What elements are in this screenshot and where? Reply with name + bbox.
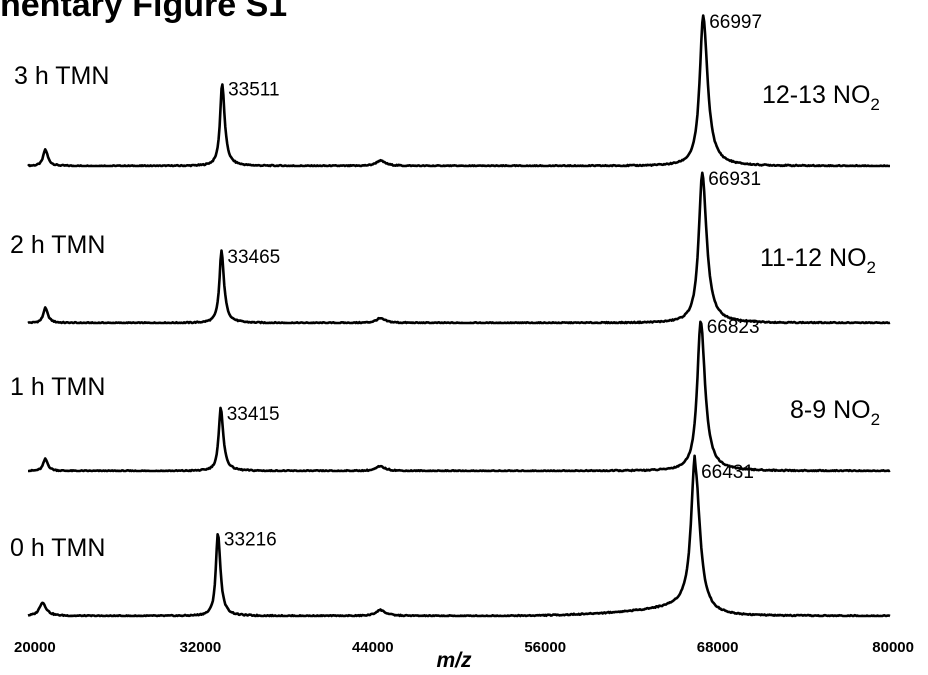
- spectrum-trace: [27, 320, 891, 473]
- peak-label: 33415: [227, 404, 280, 425]
- peak-label: 66431: [701, 462, 754, 483]
- nitration-subscript: 2: [867, 258, 876, 277]
- x-tick-label: 32000: [180, 639, 222, 656]
- spectrum-panel: 3 h TMN 12-13 NO2 33511 66997: [14, 12, 891, 168]
- nitration-text: 12-13 NO: [762, 81, 870, 109]
- panel-label: 2 h TMN: [10, 231, 105, 259]
- peak-label: 33216: [224, 530, 277, 551]
- x-axis-title: m/z: [436, 649, 472, 672]
- figure-title: nentary Figure S1: [0, 0, 288, 24]
- nitration-subscript: 2: [871, 410, 880, 429]
- x-tick-label: 56000: [524, 639, 566, 656]
- spectrum-panel: 2 h TMN 11-12 NO2 33465 66931: [10, 169, 891, 325]
- nitration-subscript: 2: [870, 95, 879, 114]
- spectrum-panel: 0 h TMN 33216 66431: [10, 454, 891, 618]
- x-tick-label: 68000: [697, 639, 739, 656]
- nitration-label: 11-12 NO2: [760, 244, 876, 277]
- spectrum-trace: [27, 454, 891, 618]
- panel-label: 0 h TMN: [10, 534, 105, 562]
- spectrum-trace: [27, 14, 891, 168]
- spectrum-panel: 1 h TMN 8-9 NO2 33415 66823: [10, 317, 891, 473]
- x-tick-label: 20000: [14, 639, 56, 656]
- nitration-text: 11-12 NO: [760, 244, 867, 272]
- spectrum-trace: [27, 171, 891, 325]
- peak-label: 66997: [709, 12, 762, 33]
- x-tick-label: 80000: [872, 639, 914, 656]
- peak-label: 33465: [227, 247, 280, 268]
- x-tick-label: 44000: [352, 639, 394, 656]
- nitration-label: 12-13 NO2: [762, 81, 880, 114]
- peak-label: 66823: [707, 317, 760, 338]
- panel-label: 3 h TMN: [14, 62, 109, 90]
- nitration-text: 8-9 NO: [790, 396, 871, 424]
- x-axis: 20000 32000 44000 56000 68000 80000: [14, 639, 914, 656]
- peak-label: 66931: [708, 169, 761, 190]
- peak-label: 33511: [228, 80, 279, 101]
- nitration-label: 8-9 NO2: [790, 396, 880, 429]
- panel-label: 1 h TMN: [10, 373, 105, 401]
